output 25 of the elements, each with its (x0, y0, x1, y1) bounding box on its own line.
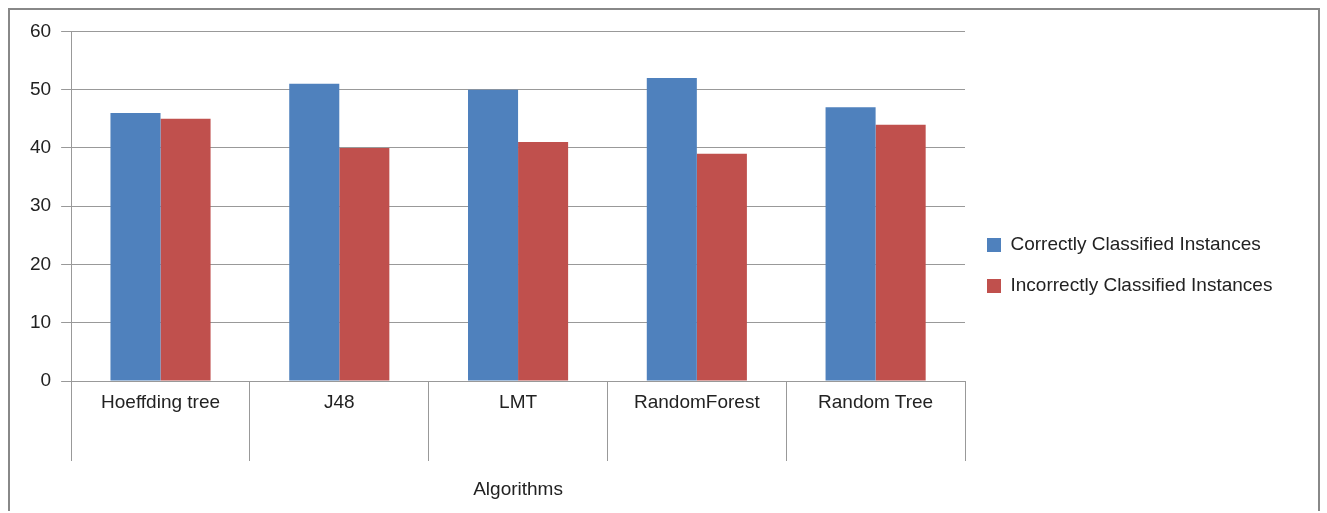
legend-label: Incorrectly Classified Instances (1010, 274, 1273, 296)
y-tick-label: 20 (29, 252, 52, 274)
bar (518, 142, 569, 381)
x-tick-label: J48 (323, 390, 355, 412)
bar (468, 89, 519, 381)
x-axis-title: Algorithms (473, 477, 563, 499)
bar (696, 153, 747, 381)
bar (646, 78, 697, 381)
bar (339, 147, 390, 381)
legend-label: Correctly Classified Instances (1010, 233, 1261, 255)
y-tick-label: 60 (29, 19, 52, 41)
bar (110, 112, 161, 381)
bar (875, 124, 926, 381)
y-tick-label: 30 (29, 194, 52, 216)
bar (160, 118, 211, 381)
bar (289, 83, 340, 381)
y-tick-label: 40 (29, 136, 52, 158)
x-tick-label: LMT (499, 390, 538, 412)
y-tick-label: 10 (29, 310, 52, 332)
x-tick-label: Random Tree (818, 390, 934, 412)
x-tick-label: Hoeffding tree (101, 390, 221, 412)
bar (825, 107, 876, 381)
y-tick-label: 0 (40, 369, 52, 391)
y-tick-label: 50 (29, 77, 52, 99)
x-tick-label: RandomForest (634, 390, 761, 412)
